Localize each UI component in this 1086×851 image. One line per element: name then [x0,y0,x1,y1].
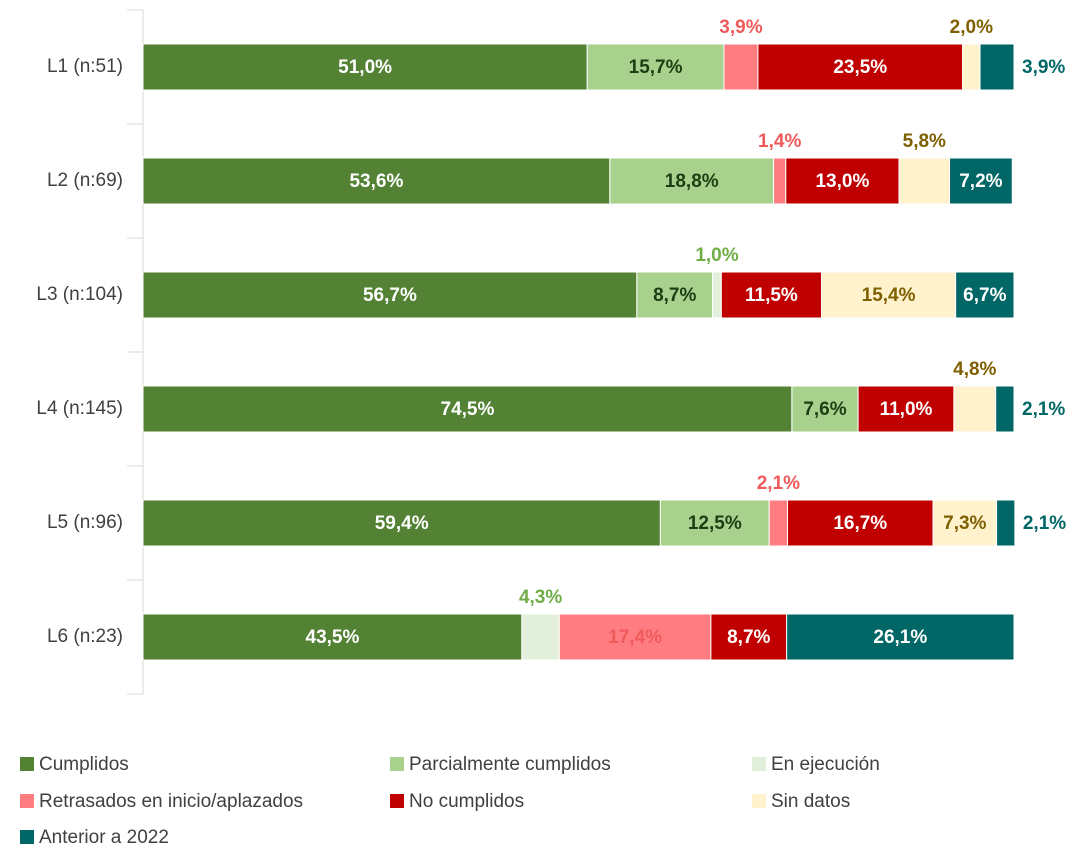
bar-segment [962,43,981,91]
data-label: 7,2% [959,171,1002,192]
data-label: 12,5% [688,513,742,534]
bar-segment [710,613,788,661]
data-label: 18,8% [665,171,719,192]
legend-swatch [20,794,34,808]
data-label: 5,8% [903,131,946,152]
bar-segment [857,385,955,433]
data-label: 2,0% [950,17,993,38]
data-label: 1,0% [695,245,738,266]
bar-segment [723,43,759,91]
y-tick-label: L4 (n:145) [36,398,123,419]
data-label: 51,0% [338,57,392,78]
data-label: 7,6% [803,399,846,420]
y-tick-label: L2 (n:69) [47,170,123,191]
bar-segment [768,499,789,547]
data-label: 2,1% [1023,513,1066,534]
legend-swatch [20,830,34,844]
bar-segment [955,271,1015,319]
legend-label: Anterior a 2022 [39,827,169,848]
data-label: 11,0% [880,399,933,420]
legend-swatch [390,794,404,808]
data-label: 13,0% [815,171,869,192]
bar-segment [521,613,560,661]
data-label: 1,4% [758,131,801,152]
y-tick-label: L1 (n:51) [47,56,123,77]
data-label: 2,1% [757,473,800,494]
legend-swatch [752,757,766,771]
data-label: 59,4% [375,513,429,534]
bar-segment [659,499,770,547]
bar-segment [142,271,638,319]
bar-segment [586,43,725,91]
data-label: 3,9% [719,17,762,38]
data-label: 74,5% [441,399,495,420]
bar-segment [773,157,787,205]
legend-label: Retrasados en inicio/aplazados [39,791,303,812]
legend-label: En ejecución [771,754,880,775]
data-label: 6,7% [963,285,1006,306]
data-label: 8,7% [653,285,696,306]
bar-segment [949,157,1013,205]
y-tick-label: L6 (n:23) [47,626,123,647]
bar-segment [712,271,722,319]
data-label: 17,4% [608,627,662,648]
data-label: 26,1% [873,627,927,648]
legend-swatch [752,794,766,808]
bar-segment [785,157,900,205]
legend-label: Sin datos [771,791,850,812]
bar-segment [953,385,997,433]
bar-segment [995,385,1015,433]
bar-segment [786,613,1015,661]
data-label: 23,5% [833,57,887,78]
data-label: 43,5% [306,627,360,648]
bar-segment [932,499,998,547]
bar-segment [898,157,951,205]
legend-swatch [390,757,404,771]
data-label: 8,7% [727,627,770,648]
bar-segment [636,271,714,319]
bar-segment [821,271,957,319]
legend-swatch [20,757,34,771]
bar-segment [791,385,859,433]
data-label: 3,9% [1022,57,1065,78]
data-label: 53,6% [349,171,403,192]
bar-segment [142,499,661,547]
bar-segment [142,613,523,661]
bar-segment [558,613,712,661]
legend-label: No cumplidos [409,791,524,812]
legend-label: Cumplidos [39,754,129,775]
y-tick-label: L3 (n:104) [36,284,123,305]
y-tick-label: L5 (n:96) [47,512,123,533]
data-label: 2,1% [1022,399,1065,420]
bar-segment [996,499,1016,547]
data-label: 4,8% [953,359,996,380]
legend-label: Parcialmente cumplidos [409,754,611,775]
data-label: 7,3% [943,513,986,534]
bar-segment [979,43,1015,91]
data-label: 15,4% [862,285,916,306]
data-label: 4,3% [519,587,562,608]
data-label: 15,7% [629,57,683,78]
data-label: 56,7% [363,285,417,306]
bar-segment [142,385,793,433]
data-label: 11,5% [745,285,798,306]
bar-segment [787,499,934,547]
bar-segment [142,43,588,91]
data-label: 16,7% [833,513,887,534]
